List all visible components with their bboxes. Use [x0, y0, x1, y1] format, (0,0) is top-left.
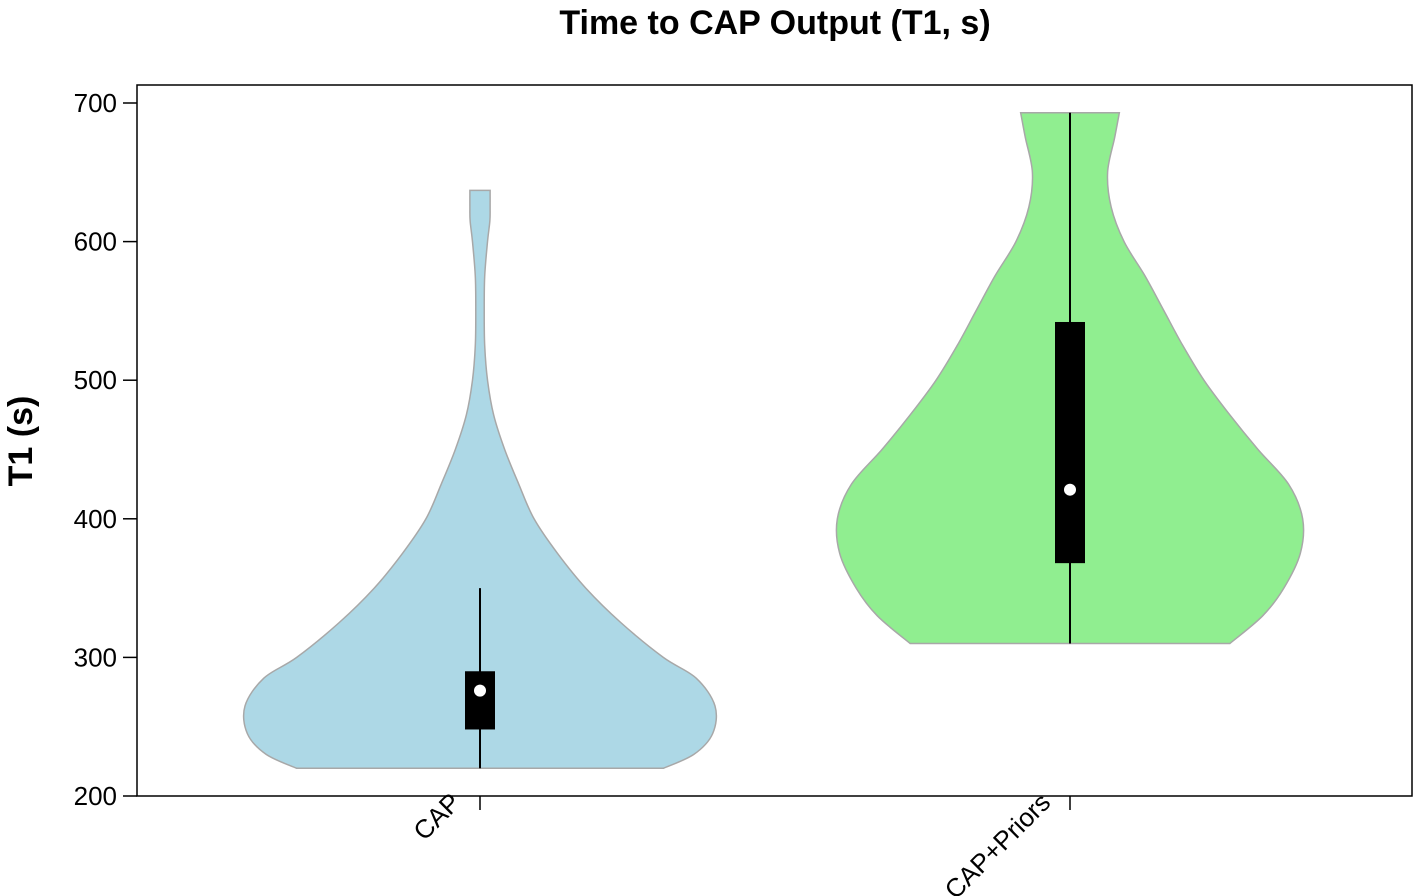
y-axis: 200 300 400 500 600 700 — [74, 88, 137, 811]
median-point-cap-priors — [1064, 483, 1076, 496]
median-point-cap — [474, 684, 486, 697]
plot-frame — [136, 84, 1413, 797]
boxplots-group — [465, 112, 1085, 769]
x-axis: CAP CAP+Priors — [407, 787, 1071, 896]
y-tick-label-400: 400 — [74, 504, 117, 534]
violins-group — [242, 111, 1305, 770]
y-tick-label-700: 700 — [74, 88, 117, 118]
y-axis-label: T1 (s) — [2, 396, 40, 487]
y-tick-label-300: 300 — [74, 642, 117, 672]
y-tick-label-600: 600 — [74, 227, 117, 257]
chart-title: Time to CAP Output (T1, s) — [559, 4, 990, 42]
violin-cap — [242, 189, 718, 770]
y-tick-label-500: 500 — [74, 365, 117, 395]
iqr-box-cap-priors — [1055, 321, 1085, 564]
iqr-box-cap — [465, 671, 495, 730]
y-tick-label-200: 200 — [74, 781, 117, 811]
x-category-label-cap-priors: CAP+Priors — [938, 787, 1056, 896]
